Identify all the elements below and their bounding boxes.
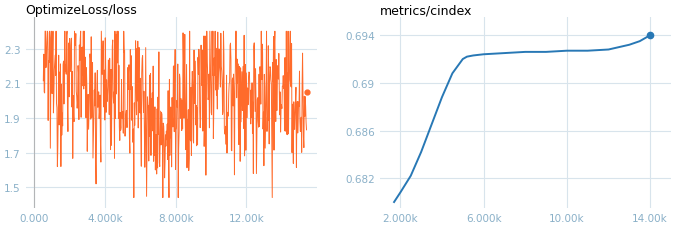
Text: OptimizeLoss/loss: OptimizeLoss/loss (26, 4, 137, 17)
Text: metrics/cindex: metrics/cindex (379, 4, 472, 17)
